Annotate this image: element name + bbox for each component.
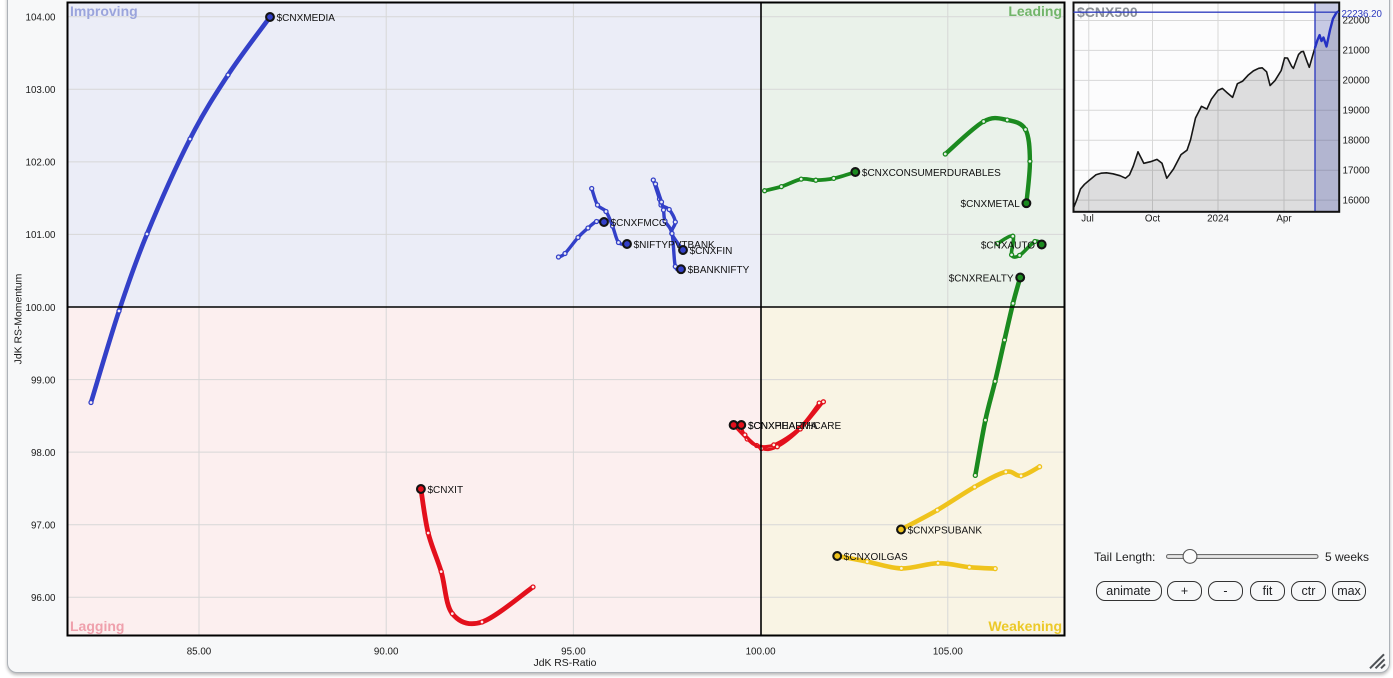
svg-text:22236.20: 22236.20 [1342, 9, 1383, 20]
svg-text:97.00: 97.00 [31, 521, 56, 532]
svg-text:$CNXIT: $CNXIT [428, 485, 464, 496]
svg-text:Jul: Jul [1081, 214, 1094, 225]
svg-text:17000: 17000 [1343, 165, 1371, 176]
svg-text:$CNXCONSUMERDURABLES: $CNXCONSUMERDURABLES [862, 168, 1001, 179]
svg-text:Leading: Leading [1008, 3, 1062, 19]
svg-text:18000: 18000 [1343, 135, 1371, 146]
svg-text:85.00: 85.00 [187, 647, 212, 658]
svg-text:105.00: 105.00 [933, 647, 964, 658]
svg-text:2024: 2024 [1207, 214, 1229, 225]
svg-text:JdK RS-Ratio: JdK RS-Ratio [534, 658, 597, 669]
svg-text:Lagging: Lagging [70, 618, 124, 634]
svg-text:$CNXOILGAS: $CNXOILGAS [844, 552, 908, 563]
svg-text:90.00: 90.00 [374, 647, 399, 658]
svg-text:102.00: 102.00 [26, 158, 57, 169]
svg-text:21000: 21000 [1343, 46, 1371, 57]
svg-text:Improving: Improving [70, 3, 138, 19]
svg-text:Apr: Apr [1276, 214, 1292, 225]
svg-text:$BANKNIFTY: $BANKNIFTY [688, 265, 750, 276]
svg-text:99.00: 99.00 [31, 375, 56, 386]
svg-text:$CNXAUTO: $CNXAUTO [981, 241, 1035, 252]
svg-text:JdK RS-Momentum: JdK RS-Momentum [14, 274, 25, 365]
svg-text:19000: 19000 [1343, 106, 1371, 117]
svg-text:100.00: 100.00 [746, 647, 777, 658]
svg-text:$CNXPSUBANK: $CNXPSUBANK [908, 526, 983, 537]
svg-text:95.00: 95.00 [561, 647, 586, 658]
svg-text:16000: 16000 [1343, 195, 1371, 206]
svg-text:101.00: 101.00 [26, 230, 57, 241]
svg-text:$CNXPHARMA: $CNXPHARMA [748, 421, 818, 432]
svg-text:98.00: 98.00 [31, 448, 56, 459]
svg-text:$CNXHEALTHCARE: $CNXHEALTHCARE [748, 421, 841, 432]
svg-text:104.00: 104.00 [26, 13, 57, 24]
svg-text:103.00: 103.00 [26, 85, 57, 96]
svg-text:96.00: 96.00 [31, 593, 56, 604]
svg-text:$CNXFMCG: $CNXFMCG [611, 218, 667, 229]
svg-text:$CNXMETAL: $CNXMETAL [961, 199, 1021, 210]
svg-text:Oct: Oct [1145, 214, 1161, 225]
svg-text:22000: 22000 [1343, 16, 1371, 27]
svg-text:$CNXREALTY: $CNXREALTY [949, 274, 1014, 285]
svg-text:Weakening: Weakening [988, 618, 1062, 634]
svg-text:$NIFTYPVTBANK: $NIFTYPVTBANK [634, 240, 715, 251]
svg-text:$CNXMEDIA: $CNXMEDIA [277, 13, 336, 24]
svg-text:20000: 20000 [1343, 76, 1371, 87]
svg-text:$CNXFIN: $CNXFIN [690, 246, 733, 257]
svg-text:100.00: 100.00 [26, 303, 57, 314]
